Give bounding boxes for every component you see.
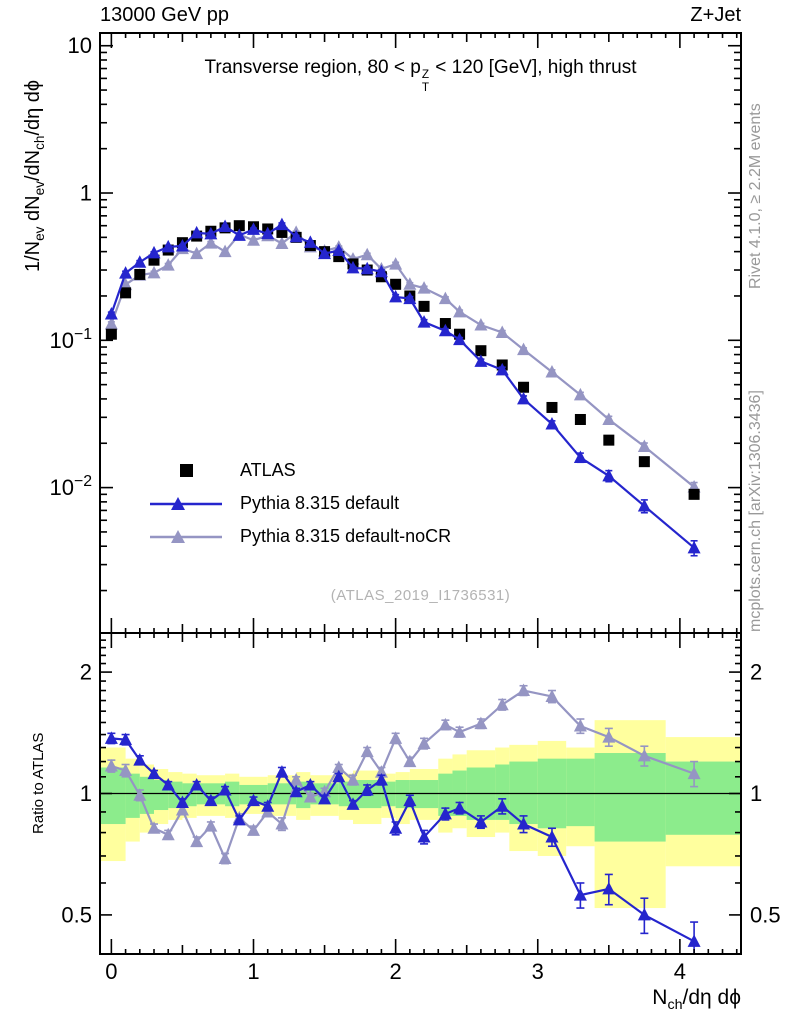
legend-label-pythia-default: Pythia 8.315 default xyxy=(240,493,400,513)
analysis-id-watermark: (ATLAS_2019_I1736531) xyxy=(330,587,511,604)
svg-text:2: 2 xyxy=(390,959,402,984)
rivet-version-note: Rivet 4.1.0, ≥ 2.2M events xyxy=(747,103,764,289)
atlas-square-marker-icon xyxy=(179,464,193,477)
svg-text:4: 4 xyxy=(674,959,686,984)
series-pythia-8-315-default-nocr-main xyxy=(104,225,701,493)
svg-text:1: 1 xyxy=(80,781,92,806)
svg-text:0.5: 0.5 xyxy=(61,902,92,927)
svg-text:1: 1 xyxy=(750,781,762,806)
series-pythia-8-315-default-ratio xyxy=(104,731,701,955)
legend-item-atlas: ATLAS xyxy=(148,454,451,487)
svg-text:1: 1 xyxy=(80,181,92,206)
mcplots-reference-note: mcplots.cern.ch [arXiv:1306.3436] xyxy=(747,390,764,632)
legend-item-pythia-nocr: Pythia 8.315 default-noCR xyxy=(148,520,451,553)
svg-text:10−1: 10−1 xyxy=(49,326,92,353)
legend-label-pythia-nocr: Pythia 8.315 default-noCR xyxy=(240,526,452,546)
svg-text:2: 2 xyxy=(750,660,762,685)
series-pythia-8-315-default-main xyxy=(104,217,701,557)
x-axis-label: Nch/dη dϕ xyxy=(652,986,741,1014)
svg-text:2: 2 xyxy=(80,660,92,685)
legend: ATLAS Pythia 8.315 default Pythia 8.315 … xyxy=(148,454,451,553)
svg-text:0.5: 0.5 xyxy=(750,902,781,927)
svg-text:1: 1 xyxy=(247,959,259,984)
line-triangle-marker-icon xyxy=(150,496,222,510)
main-y-axis-label: 1/Nev dNev/dNch/dη dϕ xyxy=(22,79,47,272)
process-label: Z+Jet xyxy=(690,4,741,26)
svg-text:3: 3 xyxy=(532,959,544,984)
svg-text:0: 0 xyxy=(105,959,117,984)
legend-label-atlas: ATLAS xyxy=(240,460,296,480)
svg-text:10−2: 10−2 xyxy=(49,473,92,500)
axis-tick-labels: 0 1 2 3 4 10 1 10−1 10−2 2 2 1 1 0.5 0.5 xyxy=(49,33,780,984)
ratio-y-axis-label: Ratio to ATLAS xyxy=(30,732,47,834)
line-triangle-marker-icon xyxy=(150,529,222,543)
axis-ticks xyxy=(100,33,741,954)
legend-item-pythia-default: Pythia 8.315 default xyxy=(148,487,451,520)
svg-text:10: 10 xyxy=(68,33,92,58)
series-pythia-8-315-default-nocr-ratio xyxy=(104,683,701,865)
beam-energy-label: 13000 GeV pp xyxy=(100,4,229,26)
